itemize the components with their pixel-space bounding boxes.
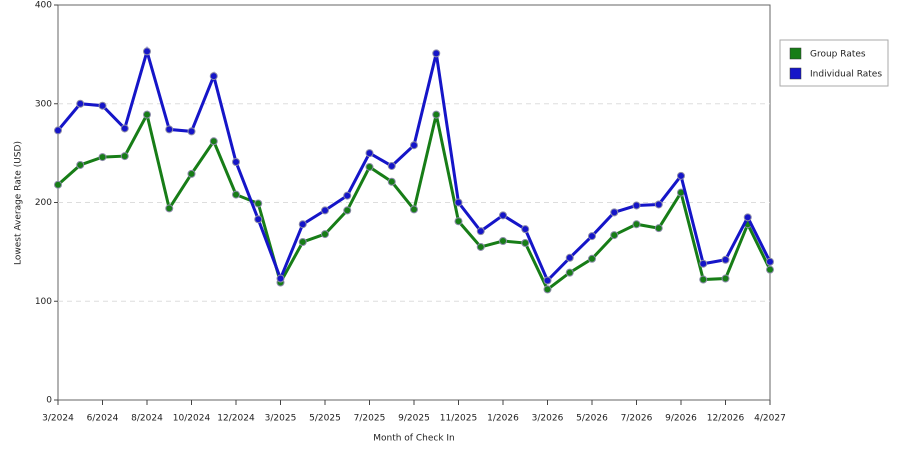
x-tick-label: 6/2024 xyxy=(87,414,119,424)
x-tick-label: 3/2024 xyxy=(42,414,74,424)
data-point xyxy=(654,200,663,209)
data-point xyxy=(454,217,463,226)
y-axis-label: Lowest Average Rate (USD) xyxy=(14,141,24,265)
data-point xyxy=(120,152,129,161)
y-tick-label: 300 xyxy=(35,99,52,109)
legend-swatch xyxy=(789,47,802,60)
x-tick-label: 5/2025 xyxy=(309,414,341,424)
data-point xyxy=(365,162,374,171)
data-point xyxy=(766,265,774,274)
data-point xyxy=(76,160,85,169)
data-point xyxy=(321,230,329,239)
data-point xyxy=(610,231,619,240)
data-point xyxy=(276,274,285,283)
data-point xyxy=(476,227,485,236)
data-point xyxy=(410,141,418,150)
data-point xyxy=(521,225,530,234)
y-tick-label: 100 xyxy=(35,297,52,307)
x-axis-label: Month of Check In xyxy=(373,434,455,444)
data-point xyxy=(677,171,685,180)
data-point xyxy=(543,276,552,285)
data-point xyxy=(565,253,574,262)
x-tick-label: 3/2026 xyxy=(532,414,564,424)
x-tick-label: 5/2026 xyxy=(576,414,608,424)
data-point xyxy=(143,110,151,119)
data-point xyxy=(98,101,107,110)
x-tick-label: 10/2024 xyxy=(173,414,211,424)
data-point xyxy=(232,190,240,199)
x-tick-label: 1/2026 xyxy=(487,414,519,424)
data-point xyxy=(721,274,730,283)
y-tick-label: 200 xyxy=(35,198,52,208)
data-point xyxy=(187,127,196,136)
data-point xyxy=(209,72,218,81)
data-point xyxy=(254,199,263,208)
data-point xyxy=(588,254,596,263)
data-point xyxy=(454,198,463,207)
data-point xyxy=(743,213,752,222)
data-point xyxy=(165,204,174,213)
data-point xyxy=(254,215,263,224)
x-tick-label: 12/2026 xyxy=(707,414,745,424)
data-point xyxy=(632,201,641,210)
y-tick-label: 0 xyxy=(46,396,52,406)
data-point xyxy=(499,237,507,246)
data-point xyxy=(54,180,62,189)
data-point xyxy=(165,125,174,134)
data-point xyxy=(76,99,85,108)
legend-swatch xyxy=(789,67,802,80)
data-point xyxy=(654,224,663,233)
data-point xyxy=(521,238,530,247)
data-point xyxy=(387,177,396,186)
data-point xyxy=(365,149,374,158)
x-tick-label: 11/2025 xyxy=(440,414,477,424)
x-tick-label: 7/2025 xyxy=(354,414,386,424)
data-point xyxy=(432,49,441,58)
data-point xyxy=(410,205,418,214)
data-point xyxy=(98,153,107,162)
x-tick-label: 9/2026 xyxy=(665,414,697,424)
y-tick-label: 400 xyxy=(35,1,52,11)
data-point xyxy=(343,206,352,215)
data-point xyxy=(143,47,151,56)
data-point xyxy=(187,169,196,178)
data-point xyxy=(699,275,708,284)
x-tick-label: 4/2027 xyxy=(754,414,786,424)
legend-label: Individual Rates xyxy=(810,70,882,80)
data-point xyxy=(321,206,329,215)
data-point xyxy=(343,191,352,200)
data-point xyxy=(699,259,708,268)
data-point xyxy=(766,257,774,266)
data-point xyxy=(120,124,129,133)
legend-label: Group Rates xyxy=(810,50,866,60)
x-tick-label: 9/2025 xyxy=(398,414,430,424)
data-point xyxy=(588,232,596,241)
x-tick-label: 7/2026 xyxy=(621,414,653,424)
x-tick-label: 8/2024 xyxy=(131,414,163,424)
data-point xyxy=(632,220,641,229)
x-tick-label: 12/2024 xyxy=(217,414,255,424)
data-point xyxy=(54,126,62,135)
data-point xyxy=(209,137,218,146)
data-point xyxy=(432,110,441,119)
data-point xyxy=(387,161,396,170)
x-tick-label: 3/2025 xyxy=(265,414,297,424)
data-point xyxy=(232,158,240,167)
data-point xyxy=(543,285,552,294)
data-point xyxy=(721,255,730,264)
data-point xyxy=(298,238,307,246)
data-point xyxy=(610,208,619,217)
data-point xyxy=(476,242,485,251)
data-point xyxy=(565,268,574,277)
data-point xyxy=(298,220,307,229)
data-point xyxy=(499,211,507,220)
